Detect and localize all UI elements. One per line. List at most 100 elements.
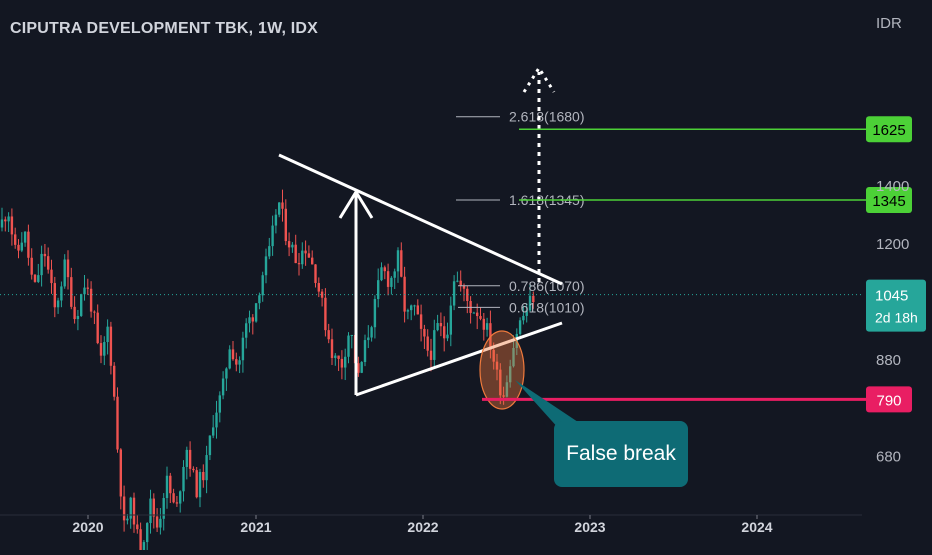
candle — [132, 497, 136, 525]
candle — [248, 317, 251, 324]
candle — [446, 334, 449, 339]
fib-level-label: 0.786(1070) — [509, 278, 585, 294]
candle — [410, 305, 413, 311]
candle — [169, 475, 172, 494]
candle — [192, 468, 195, 471]
x-tick-label: 2021 — [240, 519, 271, 535]
candle — [390, 277, 393, 287]
candle — [452, 281, 456, 306]
candle — [129, 497, 132, 519]
candle — [522, 315, 525, 321]
fib-level-label: 0.618(1010) — [509, 299, 585, 315]
candle — [264, 256, 268, 276]
candle — [505, 382, 509, 397]
candle — [152, 498, 155, 517]
candle — [472, 312, 476, 314]
candle — [439, 323, 443, 327]
candle — [334, 355, 337, 358]
x-tick-label: 2020 — [72, 519, 103, 535]
candle — [63, 259, 66, 287]
candle — [7, 216, 10, 222]
candle — [109, 326, 113, 366]
candle — [119, 449, 122, 497]
candle — [241, 337, 245, 361]
candle — [14, 234, 17, 245]
candle — [221, 378, 225, 396]
candle — [307, 253, 311, 258]
candle — [317, 283, 320, 292]
candle — [327, 330, 330, 340]
candle — [251, 317, 254, 322]
x-tick-label: 2023 — [574, 519, 605, 535]
candle — [396, 250, 400, 272]
price-level-badge-label: 1345 — [872, 193, 905, 210]
callout-box[interactable] — [554, 421, 688, 487]
candle — [525, 310, 528, 316]
y-tick-label: 1200 — [876, 236, 909, 253]
candle — [320, 291, 324, 298]
candle — [235, 359, 238, 365]
candle — [60, 286, 63, 301]
candle — [50, 269, 53, 284]
candle — [89, 288, 93, 312]
callout-label: False break — [566, 442, 676, 465]
false-break-highlight — [479, 330, 525, 410]
candle — [492, 349, 495, 362]
candle — [462, 285, 466, 289]
candle — [30, 257, 33, 275]
triangle-lower-trendline[interactable] — [355, 321, 563, 397]
candle — [80, 294, 83, 316]
candle — [175, 502, 179, 504]
candle — [172, 493, 175, 503]
candle — [86, 287, 89, 289]
callout-pointer — [515, 380, 590, 430]
candle — [103, 342, 106, 356]
candle — [367, 337, 370, 341]
candle — [126, 518, 129, 521]
candle — [271, 225, 274, 247]
candle — [406, 310, 410, 312]
candle — [360, 362, 363, 373]
arrow-head-icon — [338, 189, 374, 219]
candle — [254, 303, 258, 322]
candle — [499, 369, 502, 396]
triangle-upper-trendline[interactable] — [278, 153, 563, 286]
candle — [76, 315, 80, 320]
candle — [304, 250, 307, 254]
bar-countdown-label: 2d 18h — [875, 310, 918, 326]
candle — [70, 277, 73, 307]
current-price-badge — [866, 279, 926, 332]
candle — [17, 244, 20, 251]
candle — [350, 334, 353, 336]
candle — [485, 323, 489, 330]
candle — [37, 275, 40, 282]
candle — [182, 466, 185, 492]
candle — [482, 318, 485, 330]
candle — [261, 275, 264, 296]
candle — [99, 343, 103, 356]
candle — [528, 295, 532, 311]
candle — [185, 449, 188, 467]
candle — [268, 246, 271, 257]
x-tick-label: 2024 — [741, 519, 772, 535]
candle — [40, 253, 43, 276]
candle — [512, 347, 515, 367]
candle — [159, 518, 162, 528]
candle — [324, 297, 327, 331]
candle — [509, 366, 512, 383]
candle — [274, 214, 278, 226]
candle — [238, 360, 241, 365]
candle — [218, 395, 221, 413]
candle — [179, 491, 182, 504]
candle — [23, 231, 27, 243]
candle — [419, 314, 423, 329]
candle — [281, 202, 284, 209]
candle — [436, 323, 439, 331]
candle — [413, 305, 416, 307]
candle — [73, 306, 76, 320]
dotted-arrow-head-icon — [522, 65, 556, 93]
current-price-label: 1045 — [875, 288, 908, 305]
candle — [43, 253, 47, 257]
price-level-badge — [866, 116, 912, 143]
